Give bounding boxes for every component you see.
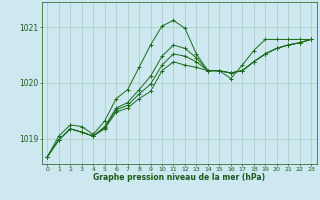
X-axis label: Graphe pression niveau de la mer (hPa): Graphe pression niveau de la mer (hPa) [93, 173, 265, 182]
